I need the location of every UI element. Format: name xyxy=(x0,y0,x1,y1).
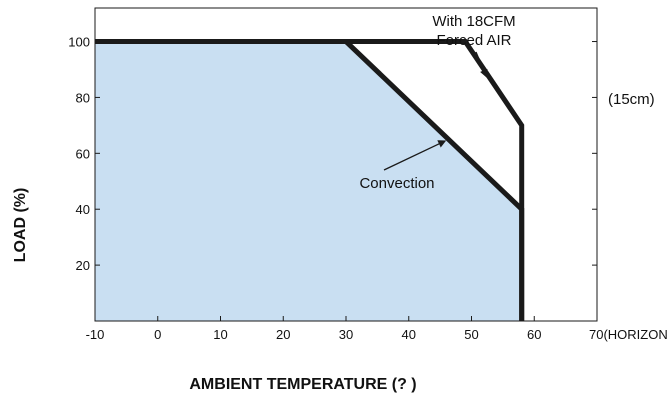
side-note: (15cm) xyxy=(608,91,655,108)
y-tick-label: 40 xyxy=(76,202,90,217)
annotation-layer: With 18CFM Forced AIR Convection xyxy=(359,13,515,192)
forced-air-label: Forced AIR xyxy=(436,32,511,49)
forced-air-label: With 18CFM xyxy=(432,13,515,30)
x-tick-label: 30 xyxy=(339,327,353,342)
forced-air-curve xyxy=(95,39,525,321)
x-tick-label: 40 xyxy=(402,327,416,342)
forced-air-arrow xyxy=(475,51,488,78)
x-tick-label: -10 xyxy=(86,327,105,342)
y-tick-label: 60 xyxy=(76,146,90,161)
x-tick-label: 60 xyxy=(527,327,541,342)
tick-layer: -10 0 10 20 30 40 50 60 70(HORIZONTAL) 20 40 60 80 10… xyxy=(68,35,667,342)
plot-fill-layer xyxy=(95,41,522,322)
x-tick-label: 50 xyxy=(464,327,478,342)
x-tick-label: 10 xyxy=(213,327,227,342)
y-tick-label: 80 xyxy=(76,90,90,105)
x-tick-label: 20 xyxy=(276,327,290,342)
y-tick-label: 100 xyxy=(68,35,90,50)
x-axis-label: AMBIENT TEMPERATURE (? ) xyxy=(189,376,416,393)
y-axis-label: LOAD (%) xyxy=(12,188,29,263)
x-tick-label: 0 xyxy=(154,327,161,342)
convection-label: Convection xyxy=(359,175,434,192)
series-line-layer xyxy=(95,39,525,321)
y-tick-label: 20 xyxy=(76,258,90,273)
convection-arrow xyxy=(383,140,447,171)
convection-area-fill xyxy=(95,41,522,322)
x-tick-label: 70(HORIZONTAL) xyxy=(589,327,667,342)
